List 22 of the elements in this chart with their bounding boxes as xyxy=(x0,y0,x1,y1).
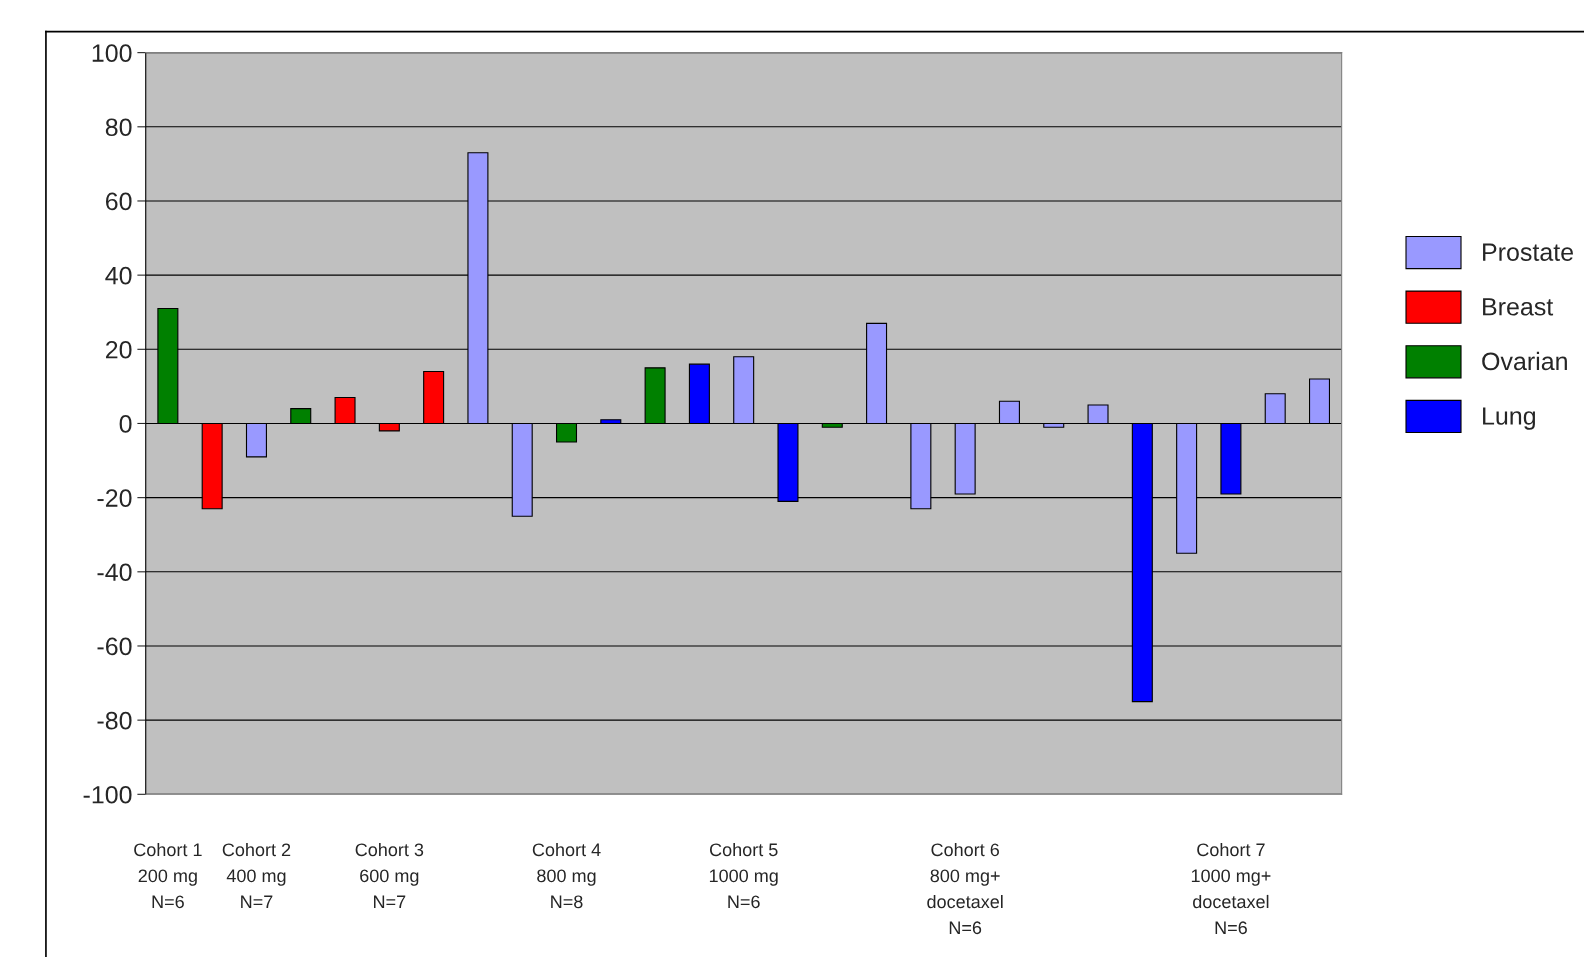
x-tick-label: Cohort 7 1000 mg+ docetaxel N=6 xyxy=(1191,842,1271,935)
y-tick-label: -60 xyxy=(97,637,132,656)
legend-label: Prostate xyxy=(1483,243,1573,261)
y-tick-label: 60 xyxy=(106,192,132,211)
x-tick-label: Cohort 6 800 mg+ docetaxel N=6 xyxy=(927,842,1003,935)
legend-label: Ovarian xyxy=(1482,351,1567,371)
y-tick-label: 80 xyxy=(105,118,132,137)
y-tick-label: -80 xyxy=(97,711,132,730)
y-tick-label: 40 xyxy=(105,266,132,285)
x-tick-label: Cohort 3 600 mg N=7 xyxy=(355,842,424,908)
y-tick-label: -20 xyxy=(97,489,132,507)
y-tick-label: -100 xyxy=(83,785,132,804)
x-tick-label: Cohort 1 200 mg N=6 xyxy=(134,842,202,909)
y-tick-label: -40 xyxy=(97,563,132,582)
x-tick-label: Cohort 2 400 mg N=7 xyxy=(222,842,291,908)
y-tick-label: 20 xyxy=(105,340,132,359)
y-tick-label: 0 xyxy=(119,415,132,433)
legend-label: Lung xyxy=(1483,407,1536,430)
legend-label: Breast xyxy=(1483,298,1554,316)
y-tick-label: 100 xyxy=(92,44,132,62)
x-tick-label: Cohort 5 1000 mg N=6 xyxy=(709,842,778,909)
x-tick-label: Cohort 4 800 mg N=8 xyxy=(532,842,601,909)
